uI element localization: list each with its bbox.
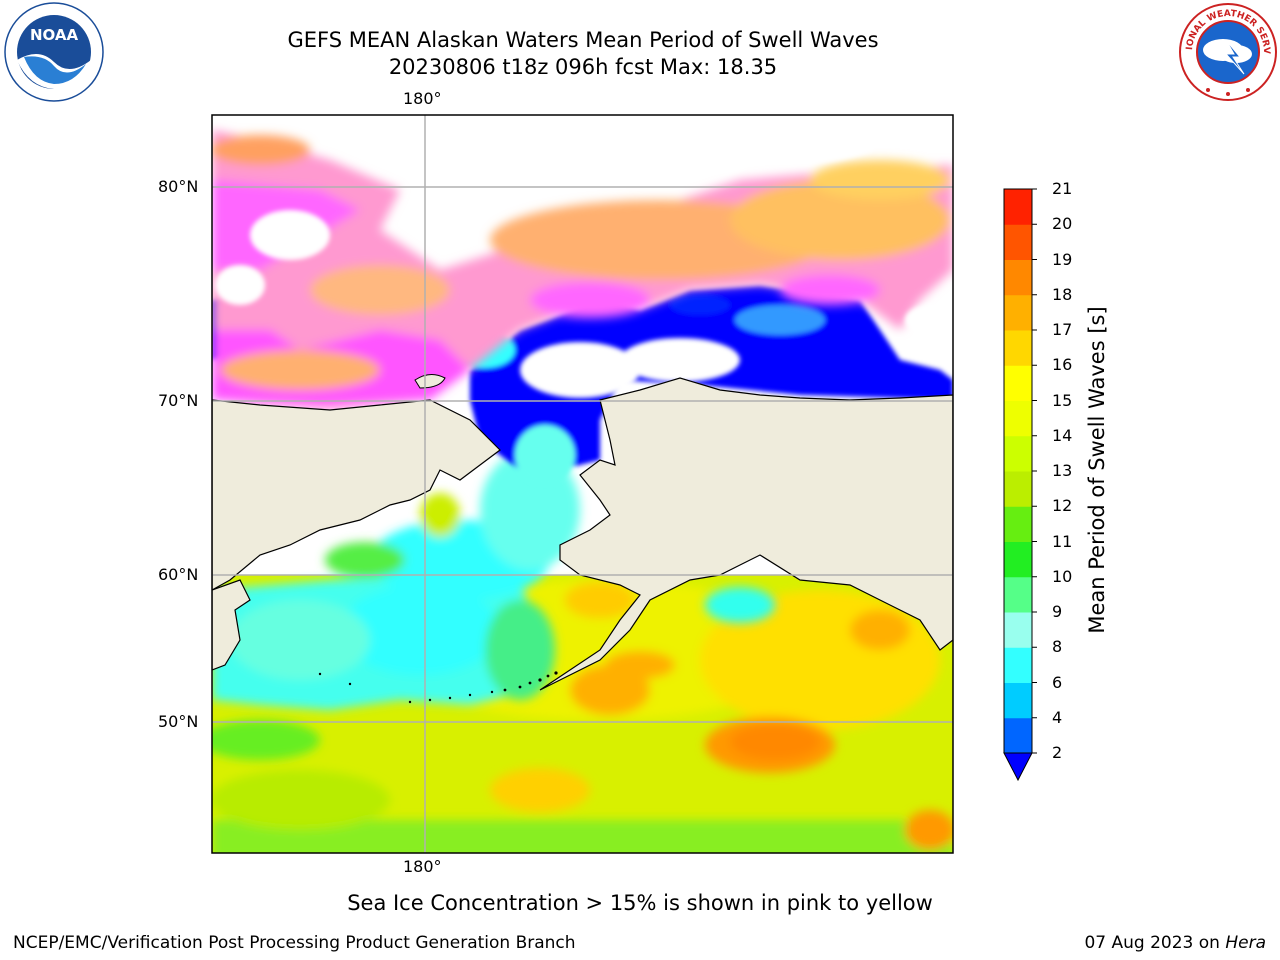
colorbar-tick-label: 11 bbox=[1052, 531, 1073, 551]
graticule bbox=[212, 115, 953, 853]
lon-label-top: 180° bbox=[403, 89, 442, 108]
colorbar-bin-10 bbox=[1004, 365, 1032, 401]
colorbar-bin-6 bbox=[1004, 506, 1032, 542]
colorbar-bin-3 bbox=[1004, 612, 1032, 648]
land-north-america bbox=[539, 377, 953, 691]
lat-label-80: 80°N bbox=[158, 177, 199, 196]
colorbar-tick-label: 9 bbox=[1052, 602, 1063, 621]
colorbar-tick-label: 21 bbox=[1052, 179, 1073, 198]
colorbar bbox=[1003, 188, 1037, 782]
colorbar-tick-label: 2 bbox=[1052, 743, 1063, 762]
colorbar-tick-label: 14 bbox=[1052, 425, 1073, 445]
colorbar-tick-label: 12 bbox=[1052, 496, 1073, 516]
colorbar-tick-label: 19 bbox=[1052, 249, 1073, 269]
colorbar-tick-label: 10 bbox=[1052, 566, 1073, 586]
colorbar-tick-label: 8 bbox=[1052, 637, 1063, 657]
colorbar-tick-label: 18 bbox=[1052, 284, 1073, 304]
colorbar-bin-13 bbox=[1004, 259, 1032, 296]
nws-logo: NATIONAL WEATHER SERVICE bbox=[1178, 2, 1277, 101]
colorbar-under-triangle bbox=[1003, 752, 1033, 782]
lon-label-bottom: 180° bbox=[403, 857, 442, 876]
colorbar-bin-0 bbox=[1004, 717, 1032, 754]
colorbar-tick-label: 15 bbox=[1052, 390, 1073, 410]
colorbar-tick-label: 13 bbox=[1052, 461, 1073, 480]
footer-branch: NCEP/EMC/Verification Post Processing Pr… bbox=[13, 933, 576, 953]
map-frame bbox=[211, 114, 954, 854]
lat-label-50: 50°N bbox=[158, 712, 199, 731]
colorbar-label: Mean Period of Swell Waves [s] bbox=[1085, 306, 1109, 634]
colorbar-bin-7 bbox=[1004, 471, 1032, 507]
colorbar-bin-1 bbox=[1004, 682, 1032, 719]
noaa-logo: NOAA bbox=[4, 2, 104, 102]
sea-ice-note: Sea Ice Concentration > 15% is shown in … bbox=[347, 891, 933, 915]
svg-text:NOAA: NOAA bbox=[30, 26, 79, 44]
chart-subtitle: 20230806 t18z 096h fcst Max: 18.35 bbox=[388, 55, 778, 79]
footer-date-text: 07 Aug 2023 on bbox=[1084, 933, 1226, 953]
chart-title: GEFS MEAN Alaskan Waters Mean Period of … bbox=[287, 28, 879, 52]
colorbar-bin-8 bbox=[1004, 435, 1032, 472]
colorbar-tick-label: 16 bbox=[1052, 355, 1073, 375]
colorbar-bin-9 bbox=[1004, 400, 1032, 437]
colorbar-bin-12 bbox=[1004, 294, 1032, 331]
lat-label-60: 60°N bbox=[158, 565, 199, 584]
colorbar-tick-label: 17 bbox=[1052, 320, 1073, 339]
colorbar-bin-5 bbox=[1004, 541, 1032, 578]
colorbar-tick-label: 6 bbox=[1052, 672, 1063, 692]
footer-date: 07 Aug 2023 on Hera bbox=[1084, 933, 1266, 953]
colorbar-tick-label: 4 bbox=[1052, 707, 1063, 727]
colorbar-bin-4 bbox=[1004, 576, 1032, 613]
colorbar-bin-11 bbox=[1004, 330, 1032, 366]
colorbar-bin-15 bbox=[1004, 189, 1032, 225]
colorbar-bin-14 bbox=[1004, 224, 1032, 260]
lat-label-70: 70°N bbox=[158, 391, 199, 410]
land-siberia bbox=[212, 399, 501, 591]
colorbar-bin-2 bbox=[1004, 647, 1032, 683]
colorbar-tick-label: 20 bbox=[1052, 214, 1073, 234]
footer-machine: Hera bbox=[1225, 933, 1266, 953]
